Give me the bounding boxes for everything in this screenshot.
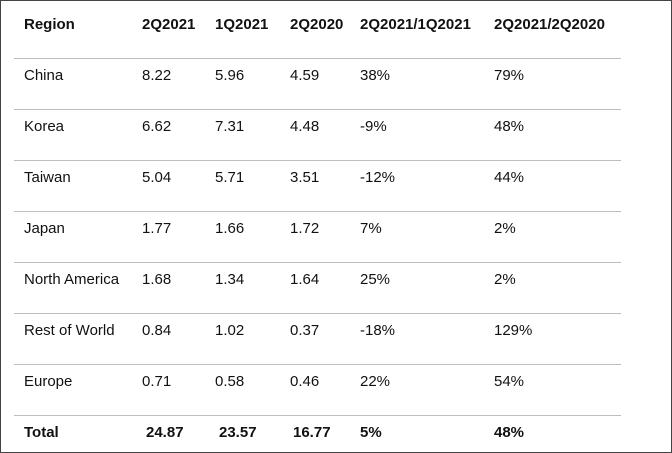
total-cell: 5% (360, 424, 382, 441)
value-cell: -12% (360, 169, 396, 186)
total-cell: 48% (494, 424, 525, 441)
value-cell: 22% (360, 373, 391, 390)
total-cell: 23.57 (219, 424, 257, 441)
value-cell: 0.84 (142, 322, 172, 339)
value-cell: 7% (360, 220, 382, 237)
region-cell: Taiwan (24, 169, 71, 186)
row-divider (14, 364, 621, 365)
header-cell: 1Q2021 (215, 16, 269, 33)
value-cell: 4.59 (290, 67, 320, 84)
value-cell: 5.04 (142, 169, 172, 186)
value-cell: 1.64 (290, 271, 320, 288)
region-cell: Korea (24, 118, 65, 135)
total-cell: 24.87 (146, 424, 184, 441)
value-cell: 5.96 (215, 67, 245, 84)
value-cell: 0.46 (290, 373, 320, 390)
value-cell: 25% (360, 271, 391, 288)
value-cell: 2% (494, 220, 516, 237)
region-cell: North America (24, 271, 120, 288)
value-cell: 1.68 (142, 271, 172, 288)
value-cell: 3.51 (290, 169, 320, 186)
value-cell: 1.72 (290, 220, 320, 237)
value-cell: 2% (494, 271, 516, 288)
row-divider (14, 109, 621, 110)
value-cell: 48% (494, 118, 525, 135)
value-cell: 0.37 (290, 322, 320, 339)
row-divider (14, 160, 621, 161)
value-cell: 79% (494, 67, 525, 84)
value-cell: 129% (494, 322, 533, 339)
region-cell: Europe (24, 373, 73, 390)
row-divider (14, 58, 621, 59)
value-cell: -9% (360, 118, 387, 135)
region-cell: Japan (24, 220, 65, 237)
region-cell: China (24, 67, 64, 84)
value-cell: -18% (360, 322, 396, 339)
value-cell: 1.02 (215, 322, 245, 339)
value-cell: 6.62 (142, 118, 172, 135)
total-cell: 16.77 (293, 424, 331, 441)
value-cell: 0.71 (142, 373, 172, 390)
row-divider (14, 313, 621, 314)
row-divider (14, 211, 621, 212)
value-cell: 38% (360, 67, 391, 84)
value-cell: 1.66 (215, 220, 245, 237)
row-divider (14, 415, 621, 416)
value-cell: 54% (494, 373, 525, 390)
header-cell: 2Q2020 (290, 16, 344, 33)
value-cell: 7.31 (215, 118, 245, 135)
header-cell: 2Q2021/1Q2021 (360, 16, 471, 33)
value-cell: 0.58 (215, 373, 245, 390)
header-cell: 2Q2021/2Q2020 (494, 16, 605, 33)
value-cell: 1.34 (215, 271, 245, 288)
value-cell: 5.71 (215, 169, 245, 186)
value-cell: 1.77 (142, 220, 172, 237)
header-cell: 2Q2021 (142, 16, 196, 33)
value-cell: 4.48 (290, 118, 320, 135)
value-cell: 44% (494, 169, 525, 186)
header-cell: Region (24, 16, 75, 33)
row-divider (14, 262, 621, 263)
region-cell: Rest of World (24, 322, 115, 339)
value-cell: 8.22 (142, 67, 172, 84)
total-cell: Total (24, 424, 59, 441)
